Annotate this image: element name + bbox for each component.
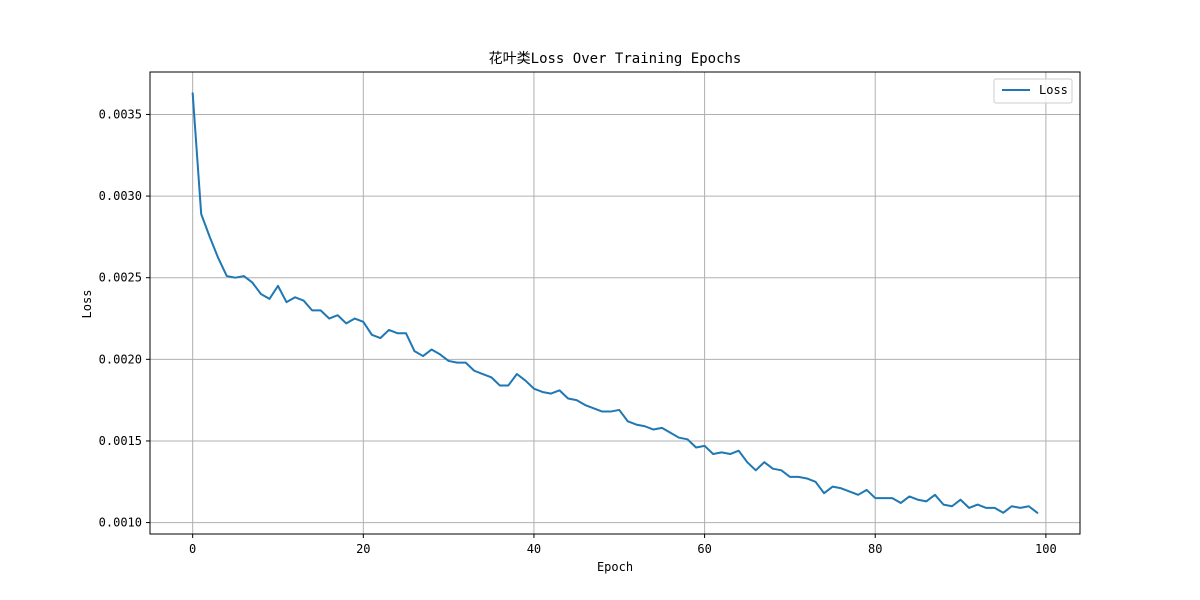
legend-box	[993, 78, 1073, 104]
series-line-loss	[191, 92, 1039, 514]
x-tick-label: 80	[868, 542, 882, 556]
y-tick-label: 0.0015	[99, 434, 142, 448]
y-tick-label: 0.0030	[99, 189, 142, 203]
series-lines	[191, 92, 1039, 514]
x-axis-title: Epoch	[597, 560, 633, 574]
y-tick-label: 0.0035	[99, 107, 142, 121]
grid-lines	[150, 72, 1080, 534]
x-tick-label: 100	[1035, 542, 1057, 556]
x-tick-label: 60	[697, 542, 711, 556]
x-tick-label: 40	[527, 542, 541, 556]
y-tick-label: 0.0020	[99, 352, 142, 366]
legend-label-loss: Loss	[1039, 83, 1068, 97]
y-tick-label: 0.0010	[99, 516, 142, 530]
x-tick-label: 0	[189, 542, 196, 556]
y-tick-label: 0.0025	[99, 271, 142, 285]
y-axis-title: Loss	[80, 290, 94, 319]
legend: Loss	[993, 78, 1073, 104]
axis-ticks: 0 20 40 60 80 100 0.0010 0.0015 0.0020 0.0025 0.00…	[99, 107, 1057, 556]
chart-title: 花叶类Loss Over Training Epochs	[489, 51, 742, 67]
x-tick-label: 20	[356, 542, 370, 556]
plot-area-frame	[149, 71, 1081, 535]
